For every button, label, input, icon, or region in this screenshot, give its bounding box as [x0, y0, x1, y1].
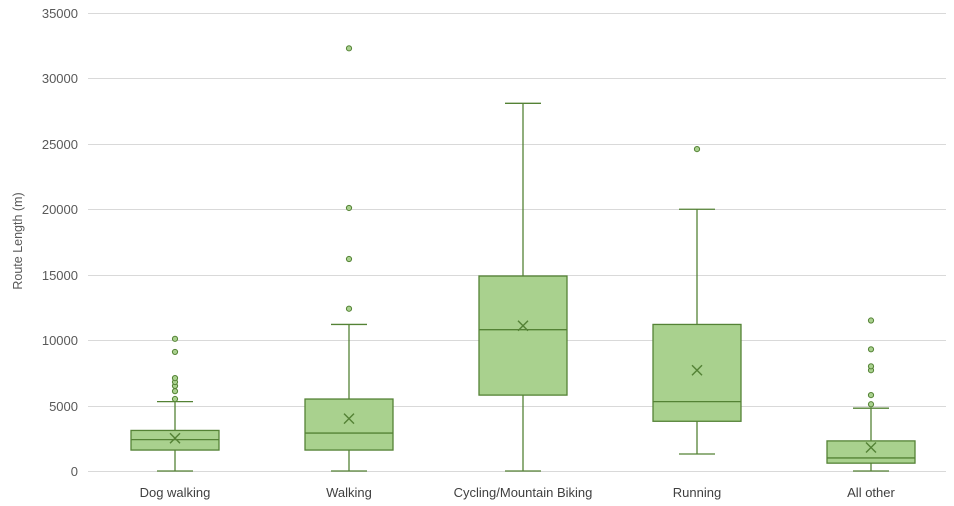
box-series: [130, 45, 916, 472]
outlier-point: [171, 388, 179, 395]
y-tick-label: 35000: [42, 6, 78, 21]
outlier-point: [345, 255, 353, 263]
outlier-point: [867, 317, 875, 324]
mean-marker-stroke: [343, 413, 355, 425]
y-tick-label: 5000: [49, 399, 78, 414]
box-group: [652, 145, 742, 455]
mean-marker-stroke: [865, 441, 877, 453]
outlier-point: [345, 204, 353, 212]
outlier-point: [345, 305, 353, 312]
outlier-point: [867, 346, 875, 353]
outlier-point: [867, 392, 875, 399]
y-tick-label: 25000: [42, 137, 78, 152]
outlier-point: [171, 395, 179, 403]
gridlines: [88, 13, 946, 472]
box-iqr: [304, 398, 394, 451]
x-axis-category-labels: Dog walking Walking Cycling/Mountain Bikin…: [140, 485, 896, 500]
x-category-label: Walking: [326, 485, 372, 500]
mean-marker: [517, 320, 529, 332]
outlier-point: [171, 348, 179, 356]
mean-marker-stroke: [169, 432, 181, 444]
mean-marker: [865, 441, 877, 453]
y-tick-label: 15000: [42, 268, 78, 283]
outlier-point: [171, 374, 179, 382]
box-group: [826, 317, 916, 472]
outlier-point: [867, 401, 875, 408]
mean-marker-stroke: [691, 364, 703, 376]
outlier-point: [345, 45, 353, 52]
box-iqr: [652, 323, 742, 422]
box-iqr: [478, 275, 568, 396]
mean-marker-stroke: [517, 320, 529, 332]
box-iqr: [826, 440, 916, 464]
mean-marker: [343, 413, 355, 425]
outlier-point: [693, 145, 701, 153]
mean-marker: [691, 364, 703, 376]
outlier-point: [867, 363, 875, 370]
x-category-label: All other: [847, 485, 895, 500]
box-group: [130, 335, 220, 472]
y-axis-tick-labels: 0 5000 10000 15000 20000 25000 30000 35000: [42, 6, 78, 479]
y-tick-label: 0: [71, 464, 78, 479]
box-group: [478, 102, 568, 472]
outlier-point: [171, 335, 179, 342]
y-axis-title: Route Length (m): [11, 192, 25, 289]
x-category-label: Dog walking: [140, 485, 211, 500]
mean-marker: [169, 432, 181, 444]
y-tick-label: 10000: [42, 333, 78, 348]
box-iqr: [130, 429, 220, 451]
box-group: [304, 45, 394, 472]
x-category-label: Cycling/Mountain Biking: [454, 485, 593, 500]
y-tick-label: 20000: [42, 202, 78, 217]
x-category-label: Running: [673, 485, 721, 500]
y-tick-label: 30000: [42, 71, 78, 86]
